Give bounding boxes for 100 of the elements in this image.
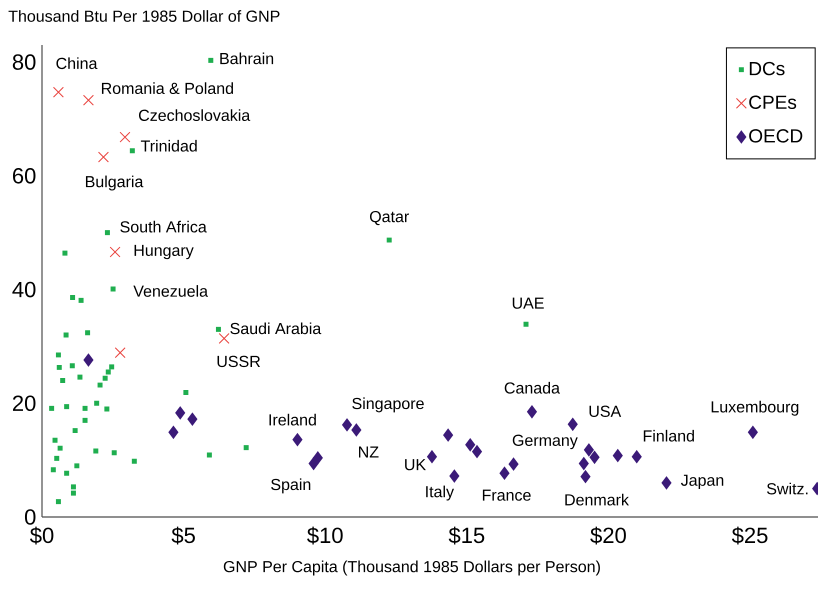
point xyxy=(208,58,214,63)
point xyxy=(183,390,188,395)
point xyxy=(70,363,75,368)
annotation: UAE xyxy=(512,298,544,309)
point xyxy=(748,426,758,439)
point xyxy=(60,378,66,384)
x-axis-title: GNP Per Capita (Thousand 1985 Dollars per Person) xyxy=(224,560,600,576)
point xyxy=(54,456,60,461)
point xyxy=(130,148,135,154)
point xyxy=(508,458,519,471)
point xyxy=(114,347,126,358)
annotation: Singapore xyxy=(352,397,424,412)
point xyxy=(56,499,61,504)
annotation: Ireland xyxy=(269,414,316,426)
point xyxy=(104,406,110,412)
annotation: France xyxy=(482,490,531,501)
point xyxy=(465,438,476,452)
annotation: Trinidad xyxy=(140,140,197,152)
point xyxy=(443,428,454,442)
annotation: Venezuela xyxy=(133,285,208,297)
annotation: Denmark xyxy=(565,494,629,506)
point xyxy=(98,382,103,388)
annotation: Qatar xyxy=(370,210,409,226)
point xyxy=(77,374,82,380)
annotation: USA xyxy=(590,406,622,417)
x-tick-label: $0 xyxy=(30,526,54,544)
annotation: NZ xyxy=(359,446,379,458)
point xyxy=(56,364,62,370)
point xyxy=(578,457,589,470)
point xyxy=(70,490,76,496)
point xyxy=(449,470,460,483)
point xyxy=(351,424,362,436)
annotation: Saudi Arabia xyxy=(230,322,322,334)
point xyxy=(50,467,56,472)
x-tick-label: $10 xyxy=(307,526,343,544)
point xyxy=(93,448,98,454)
point xyxy=(386,238,392,243)
point xyxy=(632,450,642,464)
annotation: Switz. xyxy=(767,482,808,494)
point xyxy=(526,405,537,418)
annotation: South Africa xyxy=(120,220,207,233)
point xyxy=(218,333,230,344)
point xyxy=(244,445,249,450)
annotation: Germany xyxy=(512,434,578,450)
annotation: Bulgaria xyxy=(86,176,144,190)
x-tick-label: $25 xyxy=(732,526,768,544)
point xyxy=(216,326,221,332)
point xyxy=(500,466,510,480)
point xyxy=(74,463,80,468)
x-tick-label: $20 xyxy=(590,526,626,544)
point xyxy=(472,445,482,458)
legend-label: OECD xyxy=(749,129,802,143)
point xyxy=(524,322,529,327)
y-tick-label: 0 xyxy=(24,509,36,525)
y-tick-label: 40 xyxy=(12,282,36,298)
point xyxy=(62,250,68,256)
y-tick-label: 20 xyxy=(12,395,36,412)
point xyxy=(72,428,78,434)
point xyxy=(342,418,352,432)
point xyxy=(58,446,63,451)
point xyxy=(612,449,623,462)
point xyxy=(56,352,61,358)
point xyxy=(568,418,578,431)
annotation: Bahrain xyxy=(220,52,274,64)
point xyxy=(168,426,178,439)
point xyxy=(98,152,109,162)
point xyxy=(94,400,100,406)
point xyxy=(292,433,302,446)
point xyxy=(70,484,76,490)
x-tick-label: $5 xyxy=(172,526,195,544)
point xyxy=(82,406,88,411)
point xyxy=(109,364,114,370)
annotation: Italy xyxy=(426,486,454,501)
point xyxy=(52,438,58,443)
point xyxy=(175,406,186,420)
y-axis-title: Thousand Btu Per 1985 Dollar of GNP xyxy=(8,10,280,22)
point xyxy=(662,476,672,490)
annotation: Canada xyxy=(504,382,560,394)
point xyxy=(83,354,94,367)
point xyxy=(120,132,130,143)
point xyxy=(590,450,600,464)
point xyxy=(110,246,120,258)
point xyxy=(64,470,70,476)
point xyxy=(187,412,198,426)
point xyxy=(52,86,64,98)
point xyxy=(206,452,212,458)
point xyxy=(584,443,594,456)
point xyxy=(427,450,437,464)
point xyxy=(132,458,137,464)
point xyxy=(312,451,323,464)
annotation: Spain xyxy=(271,478,310,494)
legend-label: CPEs xyxy=(749,96,796,109)
annotation: USSR xyxy=(218,356,260,368)
point xyxy=(112,450,117,456)
legend-label: DCs xyxy=(750,62,785,76)
point xyxy=(64,404,70,410)
annotation: Czechoslovakia xyxy=(138,109,250,121)
point xyxy=(106,369,111,374)
point xyxy=(83,94,94,106)
annotation: Luxembourg xyxy=(712,400,798,416)
